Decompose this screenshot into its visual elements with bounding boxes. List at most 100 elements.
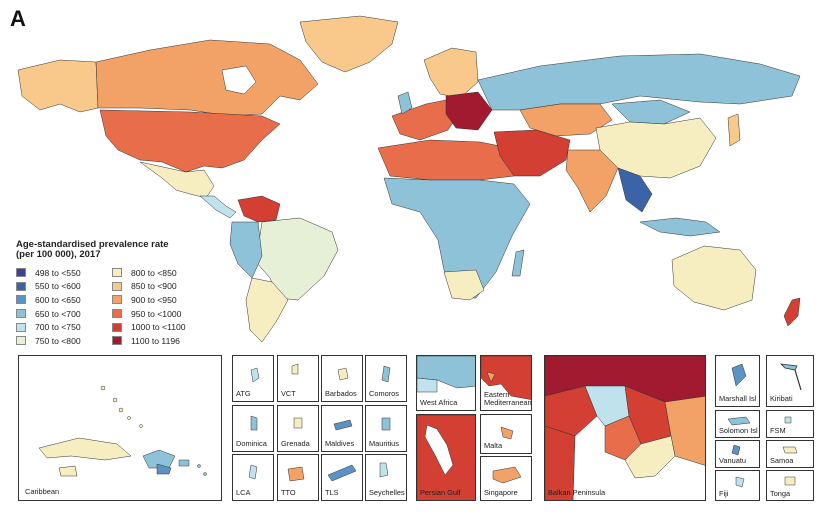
solomon-island — [727, 416, 751, 426]
inset-label: Grenada — [281, 439, 310, 448]
legend-title-line1: Age-standardised prevalence rate — [16, 239, 169, 250]
legend-item: 950 to <1000 — [112, 307, 208, 321]
inset-west-africa: West Africa — [416, 355, 476, 411]
legend-label: 1000 to <1100 — [131, 322, 186, 333]
inset-label: Fiji — [719, 489, 729, 498]
legend-title: Age-standardised prevalence rate (per 10… — [16, 240, 226, 260]
inset-fiji: Fiji — [715, 470, 760, 501]
inset-label: Vanuatu — [719, 456, 746, 465]
grenada-island — [293, 417, 303, 429]
legend-swatch — [112, 268, 122, 278]
legend-column-right: 800 to <850 850 to <900 900 to <950 950 … — [112, 266, 208, 348]
inset-label: Marshall Isl — [719, 394, 757, 403]
legend-item: 800 to <850 — [112, 266, 208, 280]
atg-island — [250, 367, 260, 383]
inset-label: Eastern Mediterranean — [484, 390, 532, 407]
region-central-america — [199, 195, 237, 219]
region-greenland — [299, 15, 399, 73]
region-alaska — [17, 59, 99, 113]
inset-label: Balkan Peninsula — [548, 488, 606, 497]
dominica-island — [250, 415, 258, 431]
region-se-asia — [617, 167, 653, 213]
water-hudson-bay — [221, 65, 257, 95]
balkan-map — [545, 356, 705, 500]
inset-grenada: Grenada — [277, 405, 319, 452]
inset-singapore: Singapore — [480, 456, 532, 501]
legend-swatch — [16, 309, 26, 319]
inset-label-line: Mediterranean — [484, 398, 532, 407]
inset-seychelles: Seychelles — [365, 454, 407, 501]
inset-label-line: Eastern — [484, 390, 510, 399]
kiribati-island — [779, 363, 802, 391]
region-venezuela — [237, 195, 281, 223]
legend-label: 800 to <850 — [131, 267, 177, 278]
vanuatu-island — [731, 444, 741, 456]
legend-swatch — [112, 295, 122, 305]
legend-item: 700 to <750 — [16, 320, 112, 334]
tls-island — [327, 464, 357, 482]
legend-label: 700 to <750 — [35, 322, 81, 333]
mauritius-island — [381, 417, 391, 431]
inset-tonga: Tonga — [766, 470, 814, 501]
legend-item: 1000 to <1100 — [112, 320, 208, 334]
inset-label: TTO — [281, 488, 296, 497]
inset-label: ATG — [236, 389, 251, 398]
inset-comoros: Comoros — [365, 355, 407, 402]
legend-item: 850 to <900 — [112, 280, 208, 294]
region-australia — [671, 245, 757, 311]
region-southern-africa — [443, 269, 485, 301]
region-indonesia — [639, 217, 721, 237]
eastern-med-map — [481, 356, 531, 400]
west-africa-map — [417, 356, 475, 393]
inset-eastern-med: Eastern Mediterranean — [480, 355, 532, 411]
legend-item: 600 to <650 — [16, 293, 112, 307]
legend-swatch — [16, 336, 26, 346]
legend-swatch — [112, 281, 122, 291]
region-india — [565, 149, 619, 213]
inset-label: Malta — [484, 441, 503, 450]
lca-island — [248, 464, 258, 480]
inset-persian-gulf: Persian Gulf — [416, 414, 476, 501]
region-uk — [397, 91, 413, 115]
inset-label: Singapore — [484, 488, 518, 497]
inset-mauritius: Mauritius — [365, 405, 407, 452]
legend-item: 498 to <550 — [16, 266, 112, 280]
fiji-island — [735, 476, 745, 488]
inset-malta: Malta — [480, 414, 532, 454]
malta-island — [500, 426, 514, 440]
legend-label: 1100 to 1196 — [131, 335, 180, 346]
inset-label: Maldives — [325, 439, 355, 448]
inset-fsm: FSM — [766, 410, 814, 438]
region-usa — [99, 109, 281, 173]
legend-swatch — [16, 281, 26, 291]
region-middle-east — [493, 129, 571, 177]
inset-label: FSM — [770, 426, 786, 435]
legend-swatch — [112, 336, 122, 346]
legend-label: 600 to <650 — [35, 294, 81, 305]
inset-solomon: Solomon Isl — [715, 410, 760, 438]
legend-label: 550 to <600 — [35, 281, 81, 292]
legend-swatch — [16, 268, 26, 278]
legend-column-left: 498 to <550 550 to <600 600 to <650 650 … — [16, 266, 112, 348]
inset-label: Tonga — [770, 489, 791, 498]
region-madagascar — [511, 249, 525, 277]
inset-label: Comoros — [369, 389, 399, 398]
legend-label: 850 to <900 — [131, 281, 177, 292]
region-mongolia — [611, 99, 691, 125]
inset-vanuatu: Vanuatu — [715, 440, 760, 468]
legend-label: 750 to <800 — [35, 335, 81, 346]
legend: Age-standardised prevalence rate (per 10… — [16, 240, 226, 348]
region-eastern-europe — [445, 91, 493, 131]
comoros-island — [381, 365, 391, 383]
inset-caribbean: Caribbean — [18, 355, 222, 501]
region-new-zealand — [783, 297, 801, 327]
persian-gulf-map — [417, 415, 475, 500]
inset-label: Persian Gulf — [420, 488, 461, 497]
legend-swatch — [16, 322, 26, 332]
legend-title-line2: (per 100 000), 2017 — [16, 249, 101, 260]
vct-island — [291, 363, 299, 375]
world-map — [17, 15, 801, 343]
inset-lca: LCA — [232, 454, 274, 501]
region-brazil — [255, 217, 339, 301]
samoa-island — [782, 446, 798, 454]
